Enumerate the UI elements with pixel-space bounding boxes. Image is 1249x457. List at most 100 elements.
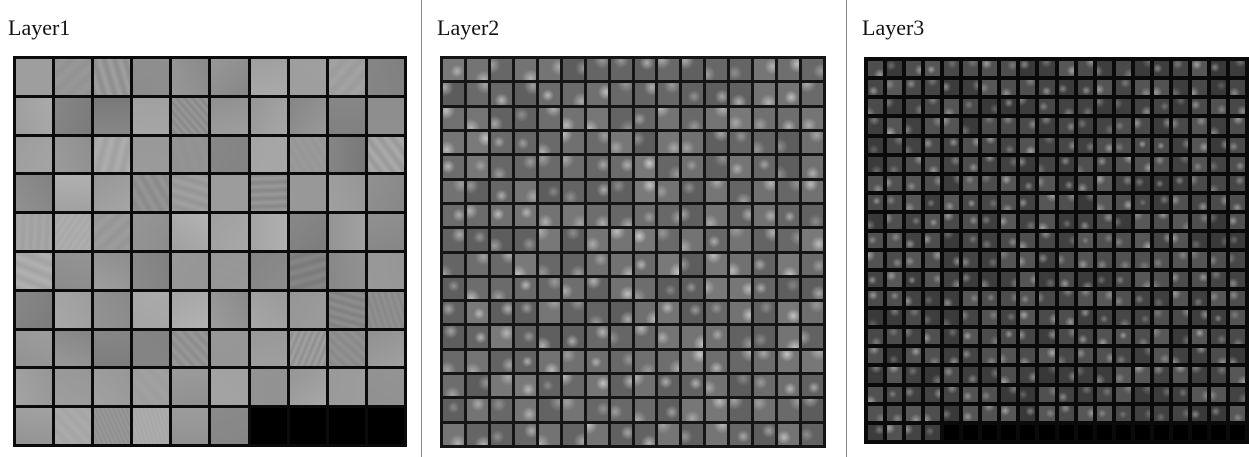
filter-tile <box>1134 386 1150 402</box>
filter-tile <box>706 423 728 445</box>
filter-tile <box>1001 80 1017 96</box>
filter-tile <box>172 252 209 289</box>
filter-tile <box>1153 309 1169 326</box>
filter-tile <box>963 156 979 172</box>
layer2-filter-grid <box>440 56 826 448</box>
filter-tile <box>562 229 584 251</box>
empty-tile <box>963 424 979 440</box>
filter-tile <box>562 83 584 105</box>
filter-tile <box>328 369 365 406</box>
filter-tile <box>868 386 884 402</box>
filter-tile <box>1210 271 1226 287</box>
filter-tile <box>1096 195 1112 211</box>
filter-tile <box>778 156 800 178</box>
filter-tile <box>466 180 488 202</box>
filter-tile <box>868 214 884 230</box>
filter-tile <box>466 302 488 324</box>
filter-tile <box>982 156 998 172</box>
filter-tile <box>802 59 823 81</box>
filter-tile <box>443 277 464 300</box>
filter-tile <box>466 229 488 251</box>
filter-tile <box>634 229 656 251</box>
filter-tile <box>1077 348 1093 364</box>
empty-tile <box>1191 424 1207 440</box>
filter-tile <box>682 375 704 397</box>
filter-tile <box>16 136 53 173</box>
filter-tile <box>94 136 131 173</box>
filter-tile <box>658 375 680 397</box>
filter-tile <box>982 252 998 268</box>
filter-tile <box>1039 214 1055 230</box>
filter-tile <box>1096 99 1112 115</box>
filter-tile <box>538 180 560 202</box>
filter-tile <box>514 253 536 275</box>
filter-tile <box>887 195 903 211</box>
filter-tile <box>802 399 823 421</box>
filter-tile <box>982 348 998 364</box>
empty-tile <box>944 424 960 440</box>
filter-tile <box>1020 175 1036 192</box>
filter-tile <box>754 229 776 251</box>
filter-tile <box>906 118 922 134</box>
filter-tile <box>133 408 170 444</box>
filter-tile <box>706 350 728 373</box>
filter-tile <box>634 59 656 81</box>
filter-tile <box>730 326 752 348</box>
filter-tile <box>1077 214 1093 230</box>
filter-tile <box>172 291 209 328</box>
filter-tile <box>610 59 632 81</box>
filter-tile <box>1153 405 1169 421</box>
layer1-title: Layer1 <box>8 15 71 40</box>
filter-tile <box>586 302 608 324</box>
filter-tile <box>1096 329 1112 345</box>
filter-tile <box>982 61 998 77</box>
filter-tile <box>562 423 584 445</box>
filter-tile <box>754 83 776 105</box>
filter-tile <box>887 80 903 96</box>
filter-tile <box>1115 386 1131 402</box>
filter-tile <box>1115 118 1131 134</box>
filter-tile <box>925 195 941 211</box>
filter-tile <box>802 375 823 397</box>
filter-tile <box>754 277 776 300</box>
filter-tile <box>1153 175 1169 192</box>
filter-tile <box>610 375 632 397</box>
filter-tile <box>211 97 248 134</box>
filter-tile <box>466 326 488 348</box>
filter-tile <box>1191 271 1207 287</box>
filter-tile <box>610 229 632 251</box>
filter-tile <box>1077 195 1093 211</box>
filter-tile <box>868 80 884 96</box>
filter-tile <box>682 180 704 202</box>
filter-tile <box>658 156 680 178</box>
filter-tile <box>1058 156 1074 172</box>
filter-tile <box>514 204 536 227</box>
panel-divider-right <box>846 0 847 457</box>
filter-tile <box>443 204 464 227</box>
filter-tile <box>887 290 903 306</box>
filter-tile <box>1229 329 1245 345</box>
filter-tile <box>868 175 884 192</box>
filter-tile <box>1191 348 1207 364</box>
filter-tile <box>443 399 464 421</box>
filter-tile <box>466 107 488 129</box>
filter-tile <box>682 156 704 178</box>
filter-tile <box>778 59 800 81</box>
filter-tile <box>634 107 656 129</box>
filter-tile <box>1115 309 1131 326</box>
filter-tile <box>730 375 752 397</box>
filter-tile <box>211 59 248 95</box>
filter-tile <box>682 253 704 275</box>
empty-tile <box>1001 424 1017 440</box>
filter-tile <box>1096 290 1112 306</box>
filter-tile <box>172 214 209 250</box>
filter-tile <box>562 107 584 129</box>
filter-tile <box>887 61 903 77</box>
filter-tile <box>1172 329 1188 345</box>
filter-tile <box>887 424 903 440</box>
filter-tile <box>250 175 287 212</box>
filter-tile <box>1229 175 1245 192</box>
filter-tile <box>944 137 960 153</box>
filter-tile <box>1077 80 1093 96</box>
filter-tile <box>706 59 728 81</box>
